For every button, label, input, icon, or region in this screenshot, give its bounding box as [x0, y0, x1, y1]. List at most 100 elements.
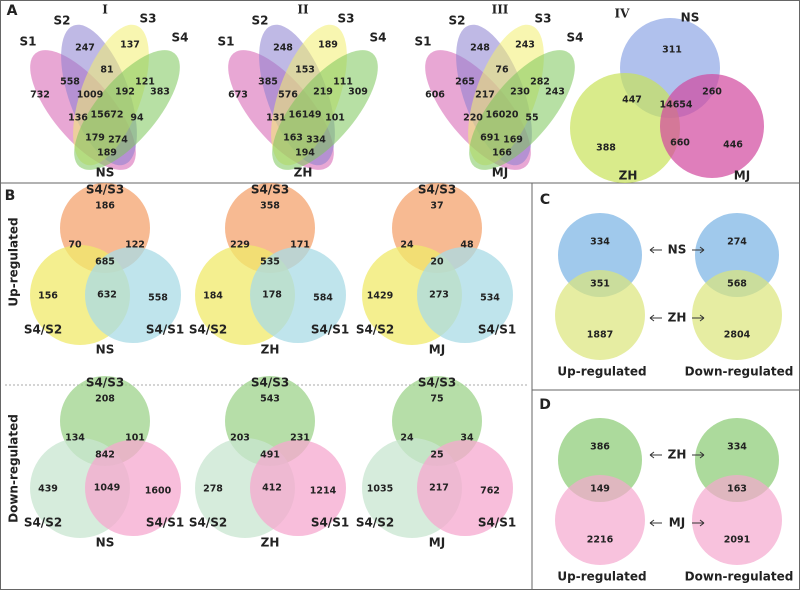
region-count: 558: [60, 77, 80, 88]
region-count: 189: [318, 40, 338, 51]
region-count: 534: [480, 293, 500, 304]
set-label: S4/S1: [478, 516, 516, 530]
region-count: 75: [430, 394, 443, 405]
region-count: 192: [115, 87, 135, 98]
region-count: 184: [203, 291, 223, 302]
set-circle: [250, 247, 346, 343]
region-count: 163: [727, 484, 747, 495]
region-count: 94: [130, 113, 144, 124]
region-count: 166: [492, 148, 512, 159]
region-count: 101: [325, 113, 345, 124]
set-label: ZH: [668, 311, 687, 325]
sample-name: NS: [96, 343, 115, 357]
region-count: 842: [95, 450, 115, 461]
region-count: 1035: [367, 484, 393, 495]
region-count: 220: [463, 113, 483, 124]
set-label: ZH: [619, 169, 638, 183]
region-count: 388: [596, 143, 616, 154]
region-count: 632: [97, 290, 117, 301]
region-count: 179: [85, 133, 105, 144]
set-label: S4: [370, 31, 387, 45]
set-label: S1: [218, 35, 235, 49]
region-count: 15672: [90, 110, 123, 121]
set-circle: [555, 475, 645, 565]
region-count: 231: [290, 433, 310, 444]
region-count: 169: [503, 135, 523, 146]
region-count: 558: [148, 293, 168, 304]
venn-title: III: [492, 3, 509, 17]
set-label: S4/S3: [251, 376, 289, 390]
region-count: 606: [425, 90, 445, 101]
region-count: 229: [230, 240, 250, 251]
set-circle: [692, 270, 782, 360]
region-count: 248: [470, 43, 490, 54]
set-label: MJ: [669, 516, 685, 530]
sample-name: NS: [96, 166, 115, 180]
set-label: S4/S2: [356, 516, 394, 530]
region-count: 16149: [288, 110, 321, 121]
region-count: 121: [135, 77, 155, 88]
row-label: Up-regulated: [7, 217, 21, 306]
region-count: 48: [460, 240, 474, 251]
region-count: 1214: [310, 486, 337, 497]
region-count: 386: [590, 442, 610, 453]
set-label: S4/S2: [356, 323, 394, 337]
region-count: 685: [95, 257, 115, 268]
venn-title: I: [102, 3, 108, 17]
region-count: 1429: [367, 291, 393, 302]
set-label: S1: [415, 35, 432, 49]
set-label: NS: [681, 11, 700, 25]
region-count: 576: [278, 90, 298, 101]
region-count: 20: [430, 257, 444, 268]
region-count: 171: [290, 240, 310, 251]
set-label: S2: [252, 14, 269, 28]
region-count: 149: [590, 484, 610, 495]
set-label: S3: [535, 12, 552, 26]
region-count: 208: [95, 394, 115, 405]
region-count: 2216: [587, 535, 614, 546]
set-label: S4/S1: [146, 323, 184, 337]
region-count: 122: [125, 240, 145, 251]
row-label: Down-regulated: [7, 414, 21, 523]
region-count: 25: [430, 450, 443, 461]
arrow: [649, 519, 705, 527]
panel-label: C: [540, 192, 550, 208]
set-label: S1: [20, 35, 37, 49]
region-count: 265: [455, 77, 475, 88]
region-count: 16020: [485, 110, 518, 121]
sample-name: ZH: [294, 166, 313, 180]
set-label: S4/S2: [189, 516, 227, 530]
set-circle: [417, 440, 513, 536]
set-circle: [250, 440, 346, 536]
sample-name: ZH: [261, 536, 280, 550]
region-count: 153: [295, 65, 315, 76]
region-count: 1049: [94, 483, 120, 494]
set-circle: [555, 270, 645, 360]
region-count: 136: [68, 113, 88, 124]
region-count: 34: [460, 433, 474, 444]
region-count: 412: [262, 483, 282, 494]
set-label: S4/S1: [478, 323, 516, 337]
set-label: S4/S3: [86, 183, 124, 197]
region-count: 383: [150, 87, 170, 98]
panel-label: A: [7, 3, 18, 19]
set-label: S4/S1: [311, 323, 349, 337]
region-count: 673: [228, 90, 248, 101]
region-count: 111: [333, 77, 353, 88]
region-count: 385: [258, 77, 278, 88]
region-count: 1600: [145, 486, 172, 497]
region-count: 278: [203, 484, 223, 495]
region-count: 691: [480, 133, 500, 144]
set-label: S4/S1: [146, 516, 184, 530]
region-count: 101: [125, 433, 145, 444]
panel-label: B: [5, 188, 16, 204]
sample-name: MJ: [429, 343, 445, 357]
region-count: 134: [65, 433, 85, 444]
region-count: 491: [260, 450, 280, 461]
region-count: 163: [283, 133, 303, 144]
set-circle: [85, 440, 181, 536]
arrow: [649, 314, 705, 322]
region-count: 24: [400, 433, 414, 444]
region-count: 76: [495, 65, 509, 76]
region-count: 156: [38, 291, 58, 302]
